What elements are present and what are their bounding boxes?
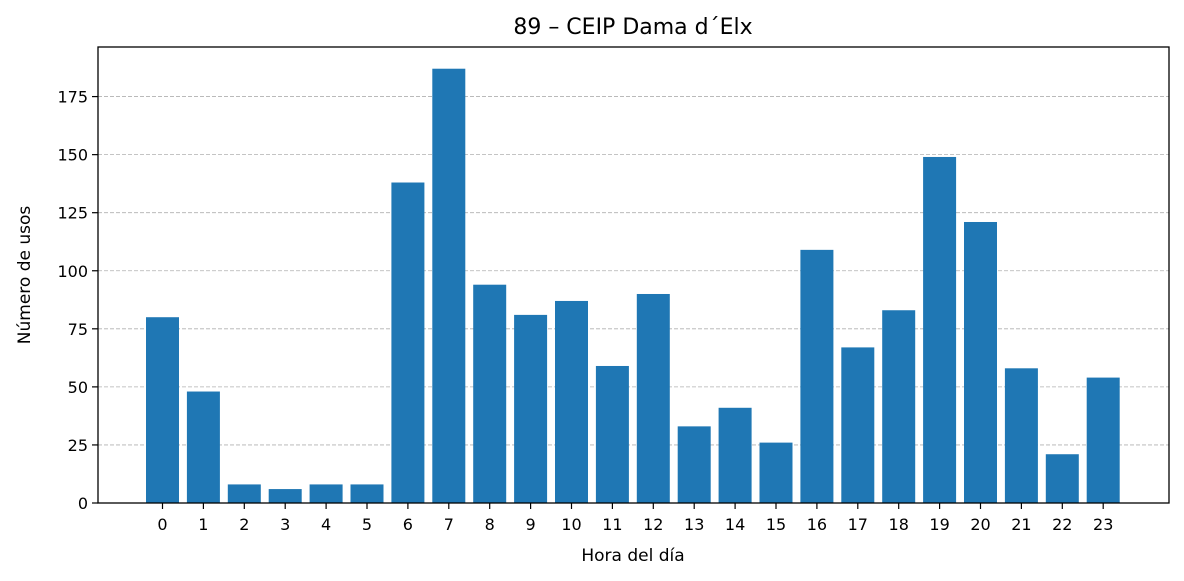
y-tick-label: 25: [68, 436, 88, 455]
bars: [146, 68, 1120, 504]
bar-hour-15: [759, 442, 793, 503]
bar-hour-4: [309, 484, 343, 503]
x-tick-label: 14: [725, 515, 745, 534]
bar-hour-22: [1045, 454, 1079, 503]
y-tick-label: 50: [68, 378, 88, 397]
x-tick-label: 8: [485, 515, 495, 534]
x-tick-label: 10: [561, 515, 581, 534]
x-tick-label: 16: [807, 515, 827, 534]
bar-hour-0: [146, 317, 179, 503]
x-tick-label: 21: [1011, 515, 1031, 534]
x-tick-label: 22: [1052, 515, 1072, 534]
bar-hour-21: [1004, 368, 1038, 503]
bar-hour-14: [718, 407, 752, 503]
bar-hour-1: [186, 391, 220, 503]
y-axis-ticks: 0 25 50 75 100 125 150 175: [57, 88, 98, 513]
bar-hour-16: [800, 249, 834, 503]
bar-hour-3: [268, 489, 302, 503]
x-tick-label: 1: [198, 515, 208, 534]
y-tick-label: 75: [68, 320, 88, 339]
bar-hour-13: [677, 426, 711, 503]
bar-hour-2: [227, 484, 261, 503]
x-tick-label: 9: [526, 515, 536, 534]
bar-hour-9: [514, 314, 548, 503]
gridlines: [98, 96, 1169, 446]
x-tick-label: 4: [321, 515, 331, 534]
bar-hour-11: [595, 365, 629, 503]
y-tick-label: 100: [57, 262, 88, 281]
bar-hour-17: [841, 347, 875, 503]
bar-hour-8: [473, 284, 507, 503]
x-tick-label: 20: [970, 515, 990, 534]
x-axis-ticks: 0 1 2 3 4 5 6 7 8 9 10 11 12 13 14 15 16 17 18 19 20 21 22 23: [157, 503, 1113, 534]
bar-hour-7: [432, 68, 466, 503]
y-tick-label: 150: [57, 146, 88, 165]
x-tick-label: 7: [444, 515, 454, 534]
y-axis-label: Número de usos: [15, 206, 35, 345]
x-tick-label: 13: [684, 515, 704, 534]
bar-hour-20: [964, 221, 997, 504]
x-tick-label: 19: [929, 515, 949, 534]
bar-hour-12: [636, 293, 670, 503]
y-tick-label: 125: [57, 204, 88, 223]
x-axis-label: Hora del día: [581, 546, 684, 566]
x-tick-label: 5: [362, 515, 372, 534]
chart-title: 89 – CEIP Dama d´Elx: [513, 15, 752, 40]
plot-frame: [97, 46, 1170, 504]
x-tick-label: 2: [239, 515, 249, 534]
x-tick-label: 6: [403, 515, 413, 534]
bar-hour-18: [882, 310, 916, 503]
x-tick-label: 0: [157, 515, 167, 534]
bar-hour-23: [1086, 377, 1120, 503]
bar-hour-5: [350, 484, 384, 503]
bar-hour-19: [923, 156, 957, 504]
x-tick-label: 12: [643, 515, 663, 534]
x-tick-label: 15: [766, 515, 786, 534]
x-tick-label: 11: [602, 515, 622, 534]
x-tick-label: 23: [1093, 515, 1113, 534]
x-tick-label: 18: [889, 515, 909, 534]
x-tick-label: 17: [848, 515, 868, 534]
y-tick-label: 175: [57, 88, 88, 107]
bar-hour-10: [555, 300, 588, 503]
bar-hour-6: [391, 182, 425, 503]
y-tick-label: 0: [78, 494, 88, 513]
x-tick-label: 3: [280, 515, 290, 534]
